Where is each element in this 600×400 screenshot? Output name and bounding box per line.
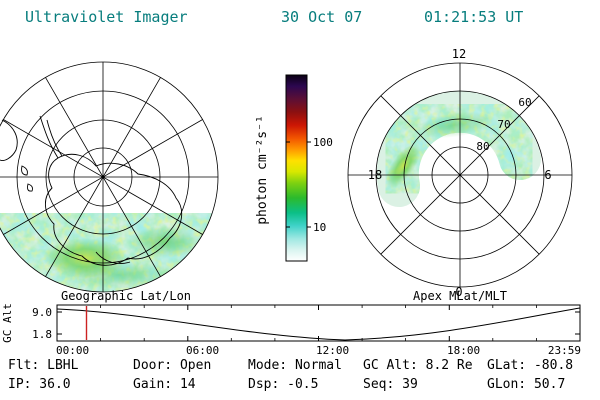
colorbar-tick-10: 10 bbox=[313, 221, 326, 234]
xtick-2359: 23:59 bbox=[548, 344, 581, 357]
status-glat: GLat: -80.8 bbox=[487, 358, 573, 373]
time-axis-labels: 00:00 06:00 12:00 18:00 23:59 bbox=[56, 344, 581, 357]
orbit-ylabel: GC Alt bbox=[1, 303, 14, 343]
status-glon: GLon: 50.7 bbox=[487, 377, 565, 392]
mlt-6-label: 6 bbox=[544, 168, 551, 182]
mlat-70-label: 70 bbox=[497, 118, 510, 131]
header: Ultraviolet Imager 30 Oct 07 01:21:53 UT bbox=[25, 8, 523, 26]
left-plot-caption: Geographic Lat/Lon bbox=[61, 289, 191, 303]
geographic-map bbox=[0, 61, 219, 293]
status-mode: Mode: Normal bbox=[248, 358, 342, 373]
status-ip: IP: 36.0 bbox=[8, 377, 71, 392]
xtick-0000: 00:00 bbox=[56, 344, 89, 357]
colorbar-tick-100: 100 bbox=[313, 136, 333, 149]
status-panel: Flt: LBHL Door: Open Mode: Normal GC Alt… bbox=[8, 358, 573, 392]
apex-map: 12 18 6 0 60 70 80 bbox=[347, 47, 573, 299]
status-seq: Seq: 39 bbox=[363, 377, 418, 392]
apex-grid bbox=[347, 62, 573, 288]
orbit-ytick-top: 9.0 bbox=[32, 306, 52, 319]
mlat-60-label: 60 bbox=[518, 96, 531, 109]
apex-grid-labels: 12 18 6 0 60 70 80 bbox=[368, 47, 552, 299]
date-label: 30 Oct 07 bbox=[281, 8, 362, 26]
xtick-1200: 12:00 bbox=[316, 344, 349, 357]
orbit-ytick-bottom: 1.8 bbox=[32, 328, 52, 341]
mlat-80-label: 80 bbox=[476, 140, 489, 153]
status-door: Door: Open bbox=[133, 358, 211, 373]
status-gc-alt: GC Alt: 8.2 Re bbox=[363, 358, 473, 373]
mlt-18-label: 18 bbox=[368, 168, 382, 182]
orbit-altitude-panel: GC Alt 9.0 1.8 00:00 06:00 12:00 18:00 2… bbox=[1, 303, 581, 357]
orbit-altitude-curve bbox=[56, 307, 581, 341]
orbit-plot-frame bbox=[56, 304, 581, 342]
time-ut-label: 01:21:53 UT bbox=[424, 8, 523, 26]
status-flt: Flt: LBHL bbox=[8, 358, 79, 373]
page-title: Ultraviolet Imager bbox=[25, 8, 188, 26]
colorbar-ticks bbox=[286, 141, 311, 228]
orbit-minor-ticks bbox=[100, 305, 537, 341]
mlt-0-label: 0 bbox=[455, 285, 462, 299]
antarctica-coastline bbox=[0, 115, 183, 266]
status-gain: Gain: 14 bbox=[133, 377, 196, 392]
aurora-image-left bbox=[0, 213, 218, 292]
colorbar: photon cm⁻²s⁻¹ 100 10 bbox=[255, 74, 333, 262]
colorbar-gradient bbox=[285, 74, 308, 262]
geographic-grid bbox=[0, 61, 219, 293]
orbit-major-ticks bbox=[57, 305, 580, 341]
colorbar-unit-label: photon cm⁻²s⁻¹ bbox=[255, 115, 270, 225]
mlt-12-label: 12 bbox=[452, 47, 466, 61]
aurora-image-right bbox=[379, 108, 520, 194]
xtick-0600: 06:00 bbox=[186, 344, 219, 357]
xtick-1800: 18:00 bbox=[447, 344, 480, 357]
status-dsp: Dsp: -0.5 bbox=[248, 377, 318, 392]
right-plot-caption: Apex MLat/MLT bbox=[413, 289, 507, 303]
